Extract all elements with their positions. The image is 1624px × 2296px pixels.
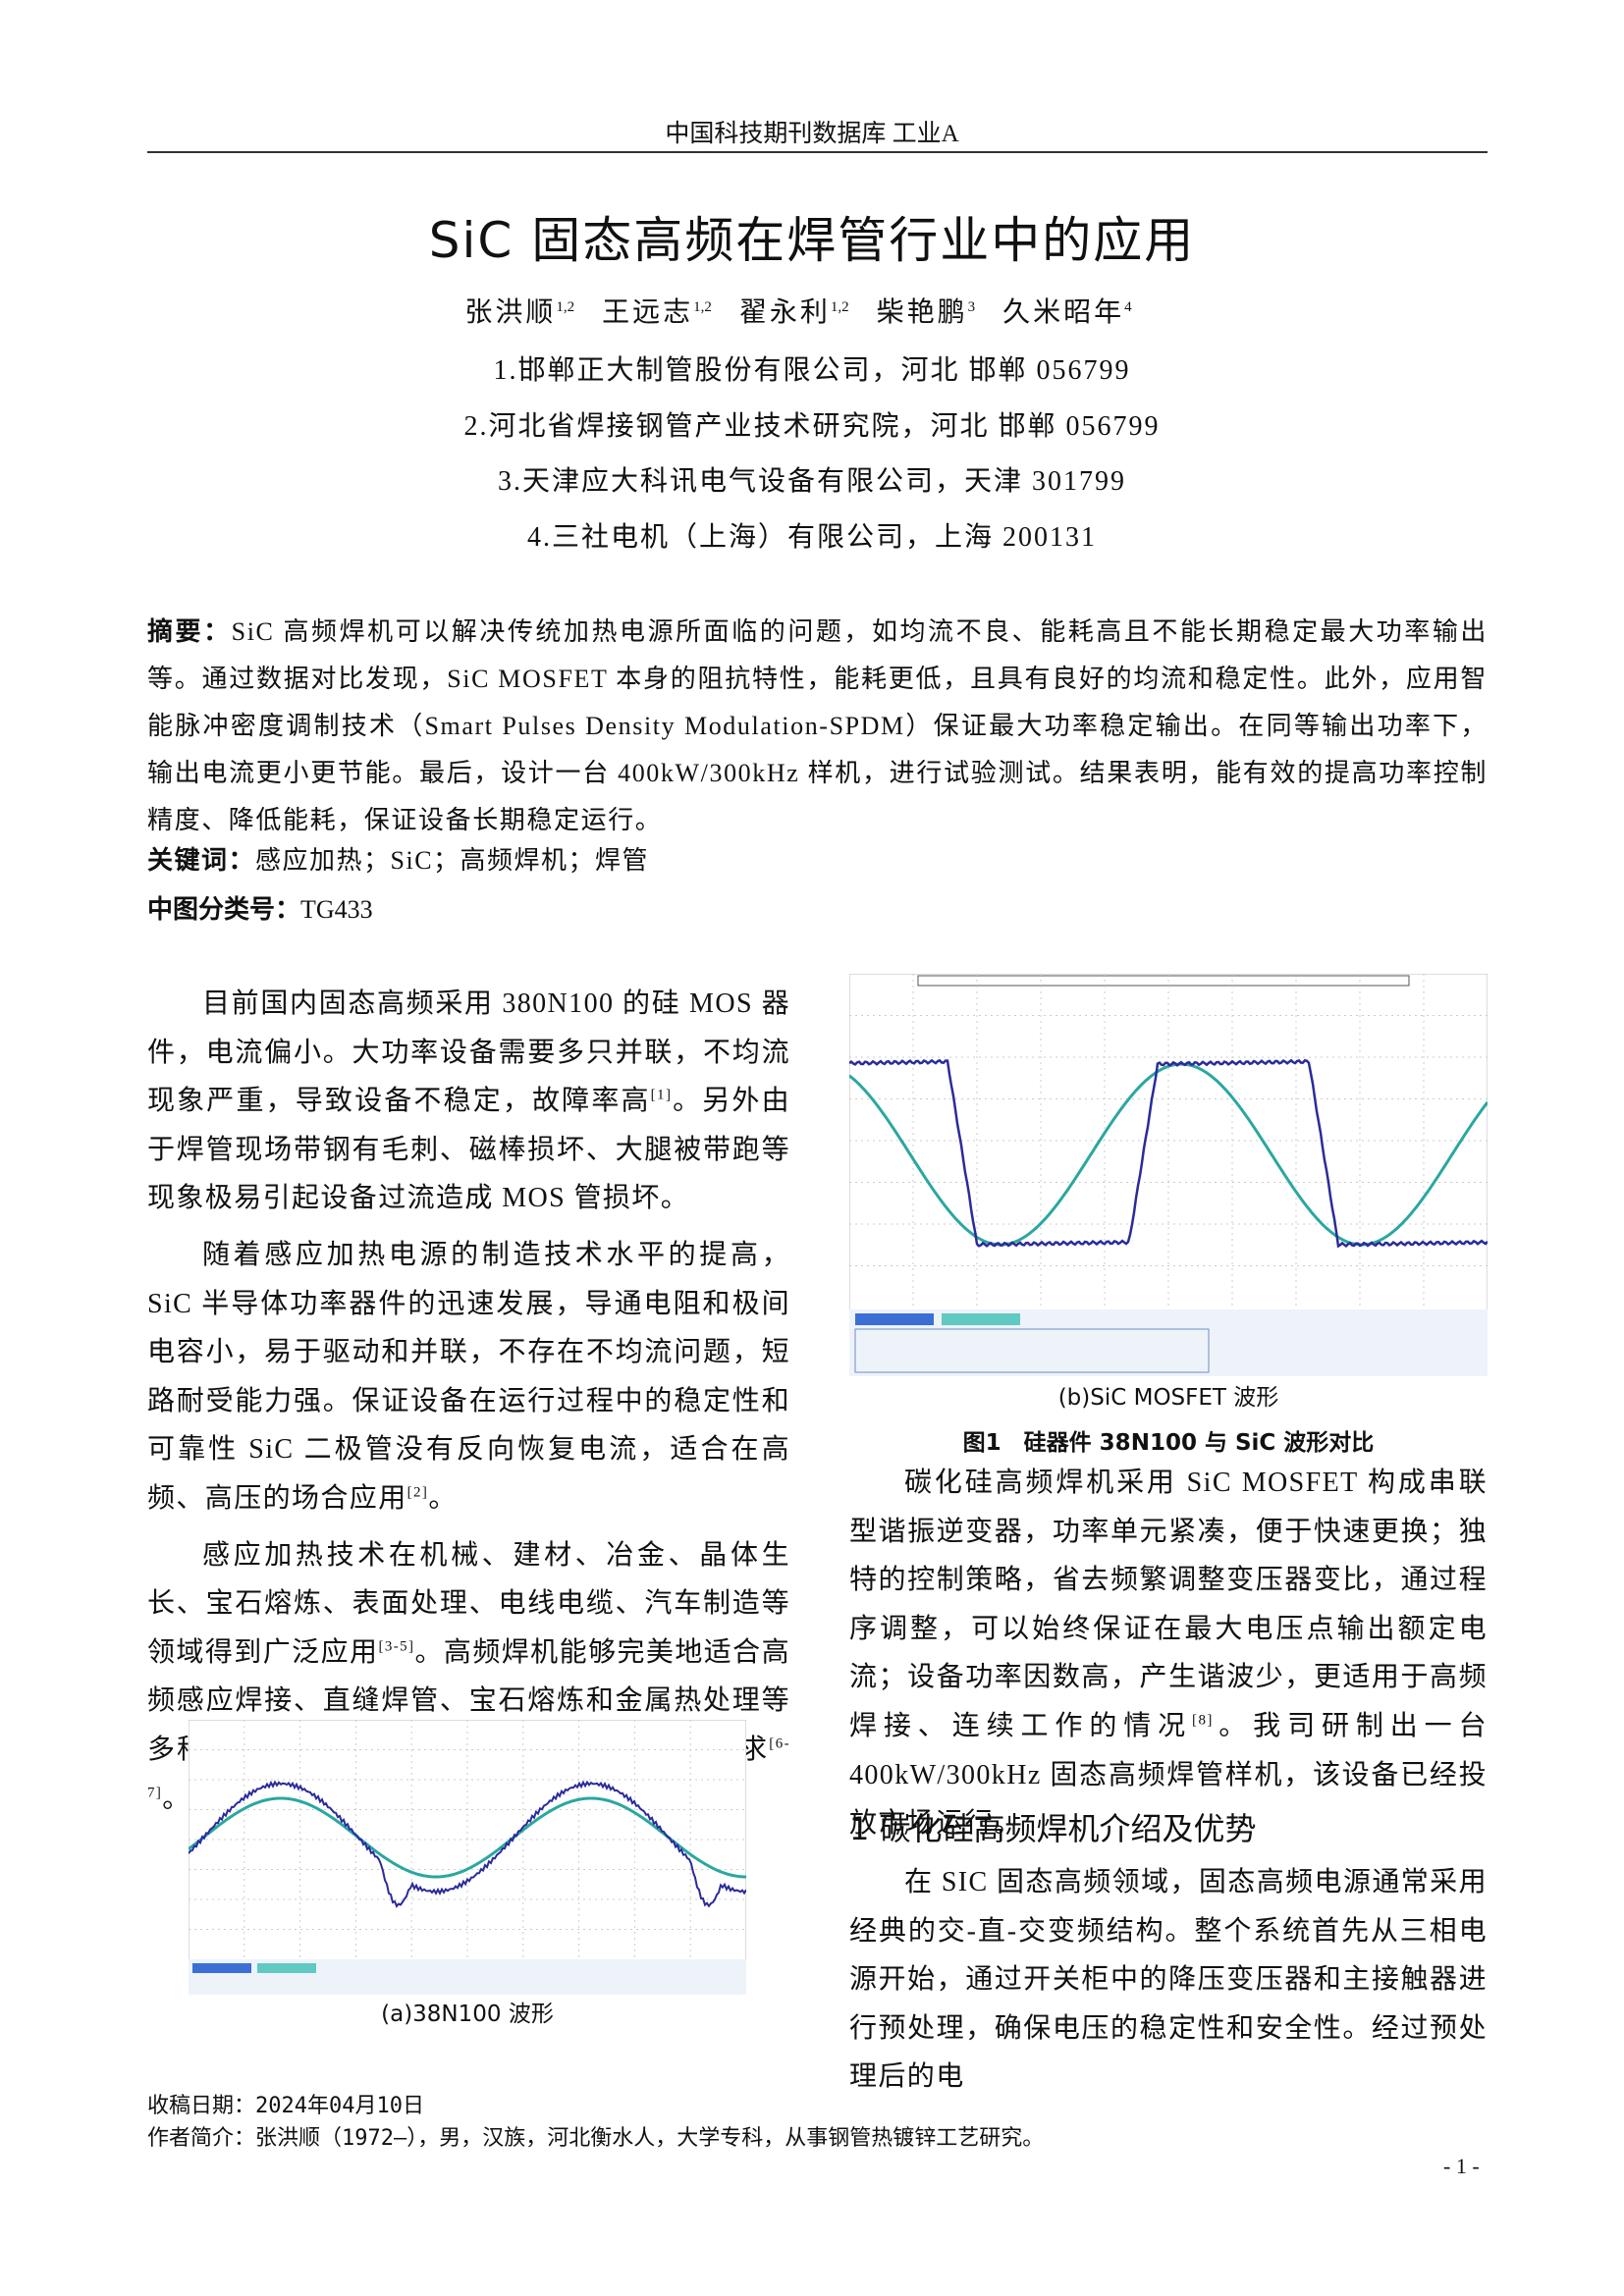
- page-number: - 1 -: [1443, 2154, 1480, 2178]
- author-affiliation: 1,2: [693, 298, 712, 315]
- citation: [8]: [1192, 1712, 1214, 1729]
- figure-subcaption: (a)38N100 波形: [381, 2002, 554, 2027]
- author-name: 柴艳鹏: [876, 297, 968, 328]
- text-run: 。另外由于焊管现场带钢有毛刺、磁棒损坏、大腿被带跑等现象极易引起设备过流造成 M…: [147, 1086, 790, 1214]
- classification: 中图分类号：TG433: [147, 889, 373, 926]
- scope-frame: [189, 1720, 746, 1995]
- affiliation: 4.三社电机（上海）有限公司，上海 200131: [526, 522, 1097, 553]
- waveform: [189, 1796, 746, 1879]
- paper-title: SiC 固态高频在焊管行业中的应用: [428, 212, 1196, 269]
- paragraph: 随着感应加热电源的制造技术水平的提高，SiC 半导体功率器件的迅速发展，导通电阻…: [147, 1231, 790, 1523]
- keywords-label: 关键词：: [147, 846, 256, 876]
- scope-channel-tag: [855, 1313, 934, 1325]
- affiliation: 2.河北省焊接钢管产业技术研究院，河北 邯郸 056799: [463, 411, 1161, 442]
- scope-channel-tag: [942, 1313, 1020, 1325]
- scope-channel-tag: [257, 1963, 316, 1973]
- figure-caption: 图1 硅器件 38N100 与 SiC 波形对比: [962, 1430, 1375, 1456]
- authors: 张洪顺1,2 王远志1,2 翟永利1,2 柴艳鹏3 久米昭年4: [0, 291, 1624, 330]
- text-run: 目前国内固态高频采用 380N100 的硅 MOS 器件，电流偏小。大功率设备需…: [147, 988, 790, 1117]
- figure-subcaption: (b)SiC MOSFET 波形: [1057, 1385, 1279, 1411]
- scope-grid: [849, 974, 1488, 1308]
- scope-channel-tag: [192, 1963, 251, 1973]
- affiliation: 1.邯郸正大制管股份有限公司，河北 邯郸 056799: [493, 355, 1131, 386]
- author-affiliation: 1,2: [556, 298, 575, 315]
- received-date: 收稿日期：2024年04月10日: [147, 2094, 424, 2118]
- waveform: [849, 1058, 1488, 1249]
- affiliation: 3.天津应大科讯电气设备有限公司，天津 301799: [497, 466, 1126, 497]
- classification-label: 中图分类号：: [147, 895, 301, 925]
- text-run: 在 SIC 固态高频领域，固态高频电源通常采用经典的交-直-交变频结构。整个系统…: [849, 1867, 1488, 2093]
- text-run: 感应加热技术在机械、建材、冶金、晶体生长、宝石熔炼、表面处理、电线电缆、汽车制造…: [147, 1539, 790, 1668]
- author-affiliation: 4: [1124, 298, 1132, 315]
- citation: [2]: [406, 1484, 429, 1501]
- abstract-label: 摘要：: [147, 617, 232, 647]
- classification-text: TG433: [300, 895, 373, 924]
- text-run: 。: [162, 1783, 191, 1814]
- author-name: 久米昭年: [1002, 297, 1125, 328]
- author-name: 王远志: [602, 297, 694, 328]
- citation: [1]: [650, 1087, 673, 1103]
- text-run: 。: [428, 1482, 458, 1514]
- right-column: 碳化硅高频焊机采用 SiC MOSFET 构成串联型谐振逆变器，功率单元紧凑，便…: [849, 1459, 1488, 1856]
- section-body: 在 SIC 固态高频领域，固态高频电源通常采用经典的交-直-交变频结构。整个系统…: [849, 1858, 1488, 2109]
- section-heading: 1 碳化硅高频焊机介绍及优势: [849, 1810, 1257, 1847]
- scope-record-bar: [917, 975, 1410, 987]
- citation: [3-5]: [378, 1638, 415, 1655]
- abstract: 摘要：SiC 高频焊机可以解决传统加热电源所面临的问题，如均流不良、能耗高且不能…: [147, 609, 1488, 844]
- journal-header: 中国科技期刊数据库 工业A: [665, 121, 959, 147]
- left-column: 目前国内固态高频采用 380N100 的硅 MOS 器件，电流偏小。大功率设备需…: [147, 980, 790, 1831]
- author-bio: 作者简介：张洪顺（1972—），男，汉族，河北衡水人，大学专科，从事钢管热镀锌工…: [147, 2126, 1045, 2151]
- paragraph: 目前国内固态高频采用 380N100 的硅 MOS 器件，电流偏小。大功率设备需…: [147, 980, 790, 1223]
- header-rule: [147, 151, 1488, 153]
- text-run: 随着感应加热电源的制造技术水平的提高，SiC 半导体功率器件的迅速发展，导通电阻…: [147, 1239, 790, 1514]
- abstract-text: SiC 高频焊机可以解决传统加热电源所面临的问题，如均流不良、能耗高且不能长期稳…: [147, 617, 1488, 834]
- text-run: 。我司研制出一台 400kW/300kHz 固态高频焊管样机，该设备已经投放市场…: [849, 1710, 1488, 1840]
- text-run: 碳化硅高频焊机采用 SiC MOSFET 构成串联型谐振逆变器，功率单元紧凑，便…: [849, 1468, 1488, 1741]
- author-affiliation: 1,2: [830, 298, 849, 315]
- paragraph: 感应加热技术在机械、建材、冶金、晶体生长、宝石熔炼、表面处理、电线电缆、汽车制造…: [147, 1531, 790, 1824]
- paragraph: 在 SIC 固态高频领域，固态高频电源通常采用经典的交-直-交变频结构。整个系统…: [849, 1858, 1488, 2102]
- keywords: 关键词：感应加热；SiC；高频焊机；焊管: [147, 840, 649, 877]
- keywords-text: 感应加热；SiC；高频焊机；焊管: [255, 846, 650, 875]
- author-name: 翟永利: [738, 297, 831, 328]
- paragraph: 碳化硅高频焊机采用 SiC MOSFET 构成串联型谐振逆变器，功率单元紧凑，便…: [849, 1459, 1488, 1848]
- author-name: 张洪顺: [464, 297, 557, 328]
- scope-image-b: [849, 974, 1488, 1376]
- author-affiliation: 3: [967, 298, 976, 315]
- waveform: [189, 1780, 746, 1908]
- citation: [6-7]: [147, 1735, 790, 1801]
- scope-image-a: [189, 1720, 746, 1995]
- waveform: [849, 1062, 1488, 1247]
- scope-measure-table: [854, 1328, 1210, 1373]
